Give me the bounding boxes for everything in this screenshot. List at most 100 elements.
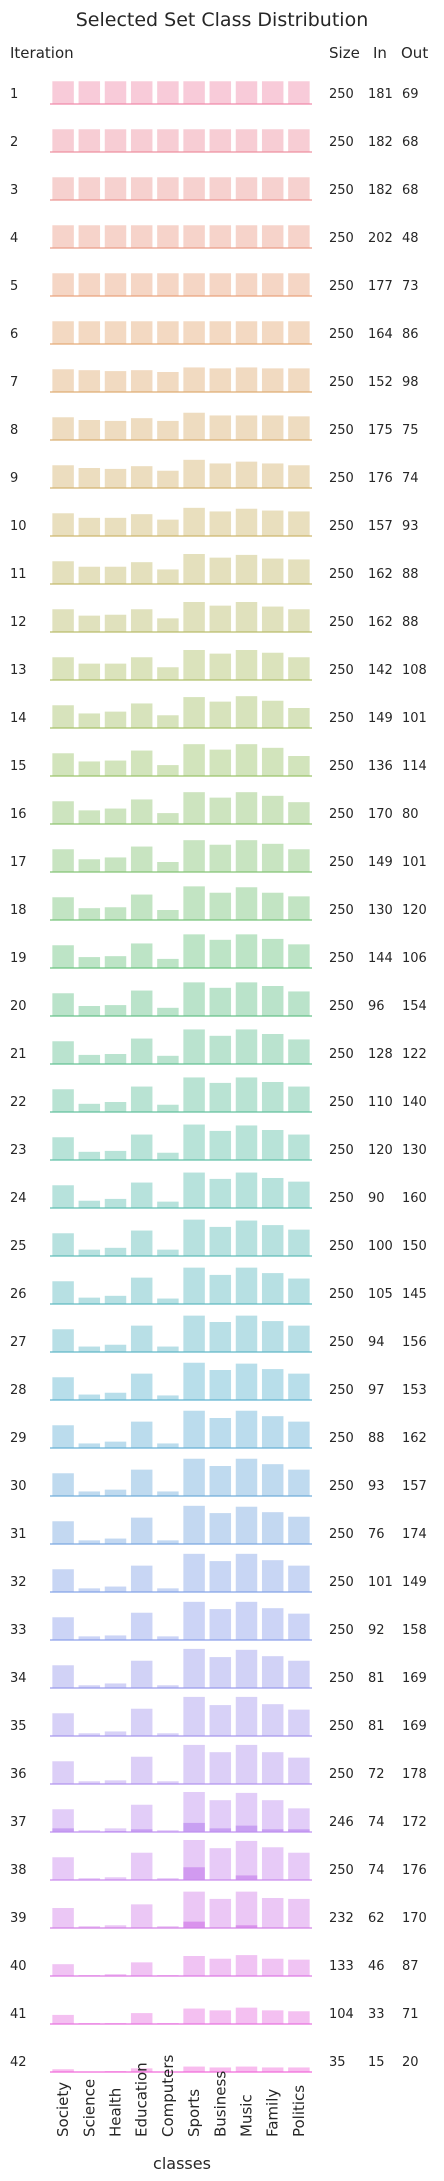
size-value: 250 [329,135,354,150]
class-bar [104,1489,127,1496]
class-bar [104,956,127,968]
class-bar [183,1891,205,1928]
category-tick-label: Health [107,2088,125,2137]
class-bar [288,1565,310,1592]
class-bar [209,701,232,728]
iteration-label: 41 [10,2007,27,2022]
class-bar [104,129,127,152]
class-bar [235,650,258,680]
class-bar [157,1830,179,1832]
out-value: 98 [402,375,419,390]
class-bar [52,609,74,632]
iteration-row: 5 250 177 73 [10,273,419,297]
class-bar [78,1249,101,1256]
out-value: 130 [402,1143,427,1158]
iteration-row: 17 250 149 101 [10,840,427,873]
class-bar [209,463,232,488]
out-value: 74 [402,471,419,486]
in-class-bar [235,1875,258,1880]
class-bar [130,1517,153,1544]
class-bar [288,1278,310,1304]
class-bar [130,846,153,872]
class-bar [52,225,74,248]
class-bar [104,711,127,728]
in-value: 177 [368,279,393,294]
iteration-row: 13 250 142 108 [10,650,427,681]
size-value: 250 [329,1383,354,1398]
iteration-row: 20 250 96 154 [10,982,427,1017]
class-bar [209,2067,232,2072]
class-bar [183,81,205,104]
class-bar [104,468,127,488]
class-bar [288,416,310,440]
class-bar [52,1908,74,1928]
class-bar [183,273,205,296]
class-bar [261,463,284,488]
size-value: 250 [329,1431,354,1446]
class-bar [183,602,205,632]
class-bar [235,1410,258,1448]
class-bar [235,321,258,344]
class-bar [235,840,258,872]
class-bar [52,2069,74,2072]
class-bar [209,1418,232,1448]
class-bar [104,907,127,920]
class-bar [261,1178,284,1208]
in-value: 149 [368,711,393,726]
class-bar [130,225,153,248]
class-bar [288,1613,310,1640]
class-bar [209,1370,232,1400]
class-bar [52,177,74,200]
class-bar [183,1410,205,1448]
iteration-label: 2 [10,135,18,150]
class-bar [78,1540,101,1544]
in-value: 202 [368,231,393,246]
class-bar [288,559,310,584]
class-bar [261,1369,284,1400]
class-bar [78,1733,101,1736]
in-value: 94 [368,1335,385,1350]
class-bar [235,273,258,296]
class-bar [52,1377,74,1400]
class-bar [130,1325,153,1352]
class-bar [157,1588,179,1592]
class-bar [209,1178,232,1208]
iteration-row: 38 250 74 176 [10,1840,427,1881]
class-bar [288,708,310,728]
iteration-label: 9 [10,471,18,486]
class-bar [78,517,101,536]
class-bar [261,81,284,104]
out-value: 156 [402,1335,427,1350]
class-bar [52,1281,74,1304]
class-bar [288,129,310,152]
class-bar [78,1685,101,1688]
class-bar [78,225,101,248]
class-bar [209,225,232,248]
class-bar [104,1925,127,1928]
iteration-label: 42 [10,2055,27,2070]
class-bar [288,368,310,392]
class-bar [104,1247,127,1256]
out-value: 93 [402,519,419,534]
category-tick-label: Society [54,2082,72,2137]
out-value: 101 [402,711,427,726]
class-bar [157,1055,179,1064]
class-bar [183,507,205,536]
class-bar [209,987,232,1016]
class-bar [78,615,101,632]
class-bar [104,1538,127,1544]
class-bar [104,1198,127,1208]
class-bar [235,1172,258,1208]
out-value: 169 [402,1671,427,1686]
category-tick-label: Education [133,2062,151,2137]
class-bar [261,1082,284,1112]
class-bar [104,1150,127,1160]
class-bar [288,511,310,536]
class-bar [130,609,153,632]
class-bar [288,1086,310,1112]
class-bar [78,1151,101,1160]
class-bar [157,1443,179,1448]
size-value: 250 [329,855,354,870]
class-bar [288,81,310,104]
size-value: 250 [329,711,354,726]
